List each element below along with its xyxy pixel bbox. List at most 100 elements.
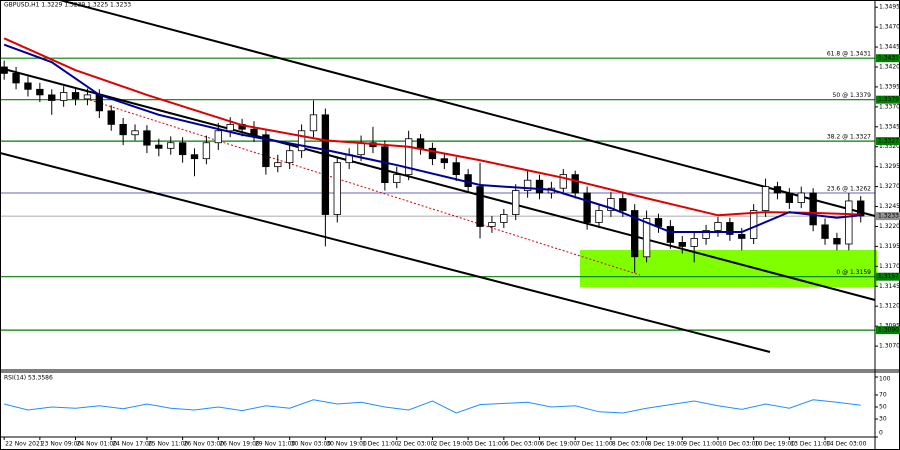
rsi-y-tick-label: 50 bbox=[879, 404, 887, 411]
candle-body bbox=[59, 92, 68, 101]
x-tick-label: 26 Nov 19:00 bbox=[219, 441, 260, 448]
candle-body bbox=[726, 222, 734, 235]
x-tick-label: 10 Dec 03:00 bbox=[719, 441, 760, 448]
price-tag-label: 1.3090 bbox=[878, 327, 899, 334]
x-tick-label: 8 Dec 19:00 bbox=[648, 441, 685, 448]
rsi-y-tick-label: 0 bbox=[879, 430, 883, 437]
rsi-y-tick-label: 70 bbox=[879, 392, 887, 399]
x-tick-label: 6 Dec 03:00 bbox=[505, 441, 542, 448]
level-label: 38.2 @ 1.3327 bbox=[827, 134, 871, 141]
y-tick-label: 1.3470 bbox=[879, 24, 900, 31]
candle-body bbox=[785, 192, 794, 203]
x-tick-label: 10 Dec 19:00 bbox=[755, 441, 796, 448]
candle-body bbox=[321, 114, 330, 215]
x-tick-label: 7 Dec 11:00 bbox=[576, 441, 613, 448]
trend-dotted bbox=[89, 99, 641, 276]
candle-body bbox=[107, 110, 115, 125]
y-tick-label: 1.3295 bbox=[879, 163, 900, 170]
y-tick-label: 1.3270 bbox=[879, 183, 900, 190]
candle-body bbox=[476, 186, 484, 227]
candle-body bbox=[583, 192, 591, 223]
candle-body bbox=[595, 210, 603, 223]
candle-body bbox=[523, 179, 532, 191]
candle-body bbox=[738, 234, 746, 239]
y-tick-label: 1.3170 bbox=[879, 263, 900, 270]
candle-body bbox=[535, 179, 544, 194]
candle-body bbox=[428, 147, 437, 160]
x-tick-label: 6 Dec 19:00 bbox=[541, 441, 578, 448]
y-tick-label: 1.3120 bbox=[879, 303, 900, 310]
level-label: 23.6 @ 1.3262 bbox=[827, 185, 871, 192]
price-tag-label: 1.3327 bbox=[878, 138, 899, 145]
candle-body bbox=[666, 226, 675, 243]
candle-body bbox=[416, 138, 425, 149]
candle-body bbox=[309, 114, 318, 132]
candle-body bbox=[833, 238, 841, 245]
candle-body bbox=[512, 190, 520, 215]
price-tag bbox=[876, 54, 900, 63]
candle-body bbox=[202, 142, 211, 160]
candle-body bbox=[167, 142, 175, 149]
candle-body bbox=[274, 162, 282, 168]
candle-body bbox=[619, 198, 627, 211]
x-tick-label: 2 Dec 19:00 bbox=[433, 441, 470, 448]
candle-body bbox=[297, 130, 306, 152]
channel-middle bbox=[0, 67, 876, 301]
candle-body bbox=[571, 174, 579, 194]
candle-body bbox=[178, 142, 187, 156]
y-tick-label: 1.3070 bbox=[879, 343, 900, 350]
x-tick-label: 23 Nov 09:00 bbox=[41, 441, 82, 448]
level-label: 0 @ 1.3159 bbox=[836, 269, 871, 276]
candle-body bbox=[71, 92, 80, 100]
candle-body bbox=[809, 192, 817, 226]
level-label: 61.8 @ 1.3431 bbox=[827, 51, 871, 58]
price-tag bbox=[876, 212, 900, 221]
candle-body bbox=[821, 224, 829, 239]
candle-body bbox=[357, 142, 365, 156]
y-tick-label: 1.3445 bbox=[879, 44, 900, 51]
y-tick-label: 1.3145 bbox=[879, 283, 900, 290]
moving-average bbox=[3, 37, 861, 217]
channel-lower bbox=[0, 152, 771, 353]
x-tick-label: 24 Nov 17:00 bbox=[112, 441, 153, 448]
candle-body bbox=[797, 192, 805, 203]
candle-body bbox=[24, 82, 32, 90]
price-tag bbox=[876, 272, 900, 281]
candle-body bbox=[155, 144, 163, 149]
candle-body bbox=[143, 130, 151, 146]
rsi-line bbox=[4, 399, 861, 414]
candle-body bbox=[190, 154, 199, 160]
price-tag bbox=[876, 137, 900, 146]
candle-body bbox=[95, 94, 104, 112]
candle-body bbox=[702, 230, 710, 239]
x-tick-label: 26 Nov 03:00 bbox=[184, 441, 225, 448]
candle-body bbox=[48, 94, 56, 101]
x-tick-label: 13 Dec 11:00 bbox=[790, 441, 831, 448]
candle-body bbox=[226, 123, 234, 132]
x-tick-label: 30 Nov 03:00 bbox=[291, 441, 332, 448]
candle-body bbox=[642, 218, 651, 258]
price-tag-label: 1.3431 bbox=[878, 55, 899, 62]
x-tick-label: 14 Dec 03:00 bbox=[826, 441, 867, 448]
candle-body bbox=[131, 130, 139, 136]
level-label: 50 @ 1.3379 bbox=[833, 92, 872, 99]
candle-body bbox=[393, 174, 401, 184]
support-zone bbox=[580, 250, 877, 287]
candle-body bbox=[761, 186, 770, 211]
candle-body bbox=[286, 150, 294, 164]
candle-body bbox=[119, 123, 127, 136]
x-tick-label: 29 Nov 11:00 bbox=[255, 441, 296, 448]
candle-body bbox=[262, 134, 270, 168]
y-tick-label: 1.3495 bbox=[879, 4, 900, 11]
y-tick-label: 1.3420 bbox=[879, 63, 900, 70]
candle-body bbox=[250, 128, 258, 136]
y-tick-label: 1.3395 bbox=[879, 83, 900, 90]
y-tick-label: 1.3195 bbox=[879, 243, 900, 250]
candle-body bbox=[452, 162, 460, 176]
x-tick-label: 24 Nov 01:00 bbox=[77, 441, 118, 448]
candle-body bbox=[607, 198, 615, 211]
candle-body bbox=[404, 138, 413, 176]
x-tick-label: 9 Dec 11:00 bbox=[683, 441, 720, 448]
candle-body bbox=[488, 222, 496, 227]
